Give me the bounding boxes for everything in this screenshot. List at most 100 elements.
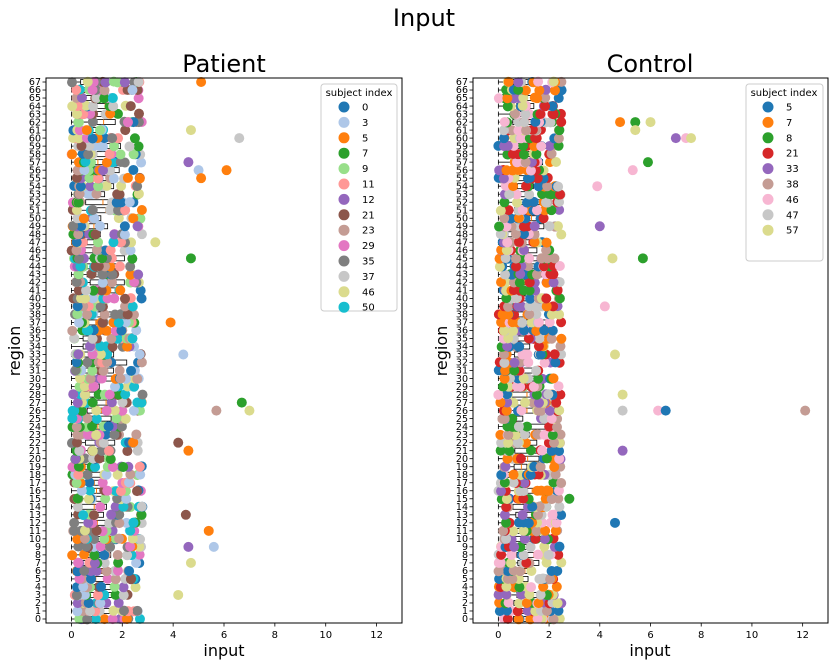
y-tick-label: 43 xyxy=(456,270,468,281)
data-point xyxy=(528,381,539,392)
y-tick-label: 42 xyxy=(456,278,468,289)
data-point xyxy=(71,357,82,368)
data-point xyxy=(71,172,82,183)
data-point xyxy=(98,365,109,376)
data-point xyxy=(554,405,565,416)
legend-label: 33 xyxy=(786,164,799,175)
y-tick-label: 46 xyxy=(29,246,41,257)
data-point xyxy=(499,373,510,384)
data-point xyxy=(495,445,506,456)
data-point xyxy=(85,181,96,192)
data-point xyxy=(519,429,530,440)
y-tick-label: 23 xyxy=(29,430,41,441)
data-point xyxy=(539,533,550,544)
data-point xyxy=(541,237,552,248)
data-point xyxy=(120,389,131,400)
data-point xyxy=(554,204,565,215)
legend-marker xyxy=(338,132,350,144)
data-point xyxy=(133,269,144,280)
y-tick-label: 61 xyxy=(29,125,41,136)
y-tick-label: 41 xyxy=(456,286,468,297)
data-point xyxy=(130,582,141,593)
data-point xyxy=(73,349,84,360)
data-point xyxy=(91,405,102,416)
data-point xyxy=(493,557,504,568)
data-point xyxy=(79,565,90,576)
data-point xyxy=(501,517,512,528)
data-point xyxy=(500,461,511,472)
data-point xyxy=(503,429,514,440)
data-point xyxy=(89,558,100,569)
data-point xyxy=(532,173,543,184)
data-point xyxy=(523,357,534,368)
data-point xyxy=(107,614,118,625)
data-point xyxy=(105,165,116,176)
outlier-point xyxy=(594,221,605,232)
data-point xyxy=(72,493,83,504)
data-point xyxy=(114,365,125,376)
y-tick-label: 59 xyxy=(456,141,468,152)
data-point xyxy=(529,237,540,248)
data-point xyxy=(499,197,510,208)
data-point xyxy=(79,549,90,560)
data-point xyxy=(94,141,105,152)
legend-label: 7 xyxy=(786,118,792,129)
data-point xyxy=(104,205,115,216)
data-point xyxy=(499,133,510,144)
data-point xyxy=(136,293,147,304)
data-point xyxy=(501,245,512,256)
data-point xyxy=(116,325,127,336)
data-point xyxy=(552,565,563,576)
data-point xyxy=(103,445,114,456)
data-point xyxy=(520,109,531,120)
y-tick-label: 54 xyxy=(456,181,468,192)
data-point xyxy=(107,133,118,144)
data-point xyxy=(552,422,563,433)
legend-label: 23 xyxy=(362,226,375,237)
y-tick-label: 42 xyxy=(29,278,41,289)
data-point xyxy=(554,293,565,304)
data-point xyxy=(496,437,507,448)
data-point xyxy=(109,293,120,304)
data-point xyxy=(502,341,513,352)
data-point xyxy=(85,373,96,384)
data-point xyxy=(509,357,520,368)
y-tick-label: 13 xyxy=(29,510,41,521)
legend-label: 3 xyxy=(362,118,368,129)
patient-x-ticks: 0 2 4 6 8 10 12 xyxy=(68,623,383,641)
data-point xyxy=(556,478,567,489)
data-point xyxy=(498,381,509,392)
data-point xyxy=(124,477,135,488)
data-point xyxy=(95,349,106,360)
data-point xyxy=(87,421,98,432)
data-point xyxy=(534,85,545,96)
legend-marker xyxy=(338,147,350,159)
y-tick-label: 30 xyxy=(29,374,41,385)
data-point xyxy=(499,413,510,424)
data-point xyxy=(91,188,102,199)
y-tick-label: 41 xyxy=(29,286,41,297)
data-point xyxy=(531,325,542,336)
data-point xyxy=(547,101,558,112)
data-point xyxy=(112,550,123,561)
data-point xyxy=(134,173,145,184)
y-tick-label: 39 xyxy=(29,302,41,313)
data-point xyxy=(76,140,87,151)
data-point xyxy=(541,245,552,256)
data-point xyxy=(137,389,148,400)
data-point xyxy=(554,189,565,200)
data-point xyxy=(114,518,125,529)
data-point xyxy=(113,597,124,608)
data-point xyxy=(68,389,79,400)
data-point xyxy=(508,181,519,192)
data-point xyxy=(106,277,117,288)
data-point xyxy=(511,261,522,272)
data-point xyxy=(520,85,531,96)
data-point xyxy=(114,509,125,520)
y-tick-label: 22 xyxy=(29,438,41,449)
y-tick-label: 8 xyxy=(35,550,41,561)
data-point xyxy=(76,92,87,103)
data-point xyxy=(546,333,557,344)
data-point xyxy=(82,357,93,368)
